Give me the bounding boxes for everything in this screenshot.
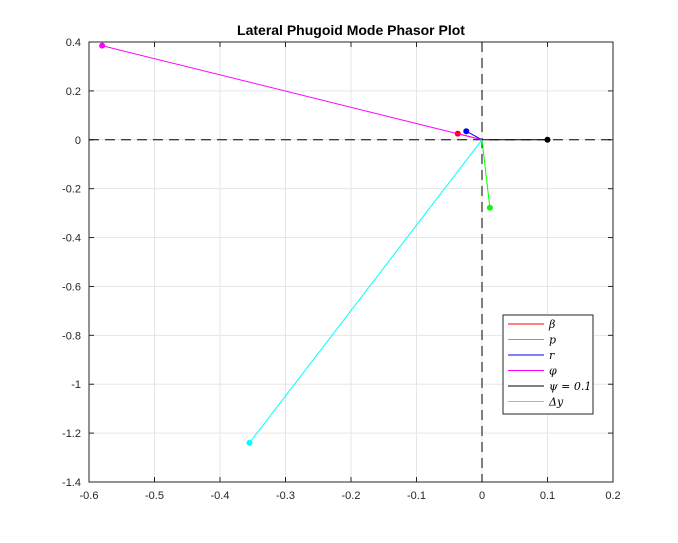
x-tick-label: -0.4 — [211, 490, 230, 502]
phasor-line — [481, 139, 491, 208]
legend-entry: r — [508, 349, 555, 362]
x-tick-label: 0 — [479, 490, 485, 502]
x-tick-label: -0.6 — [80, 490, 99, 502]
legend-entry: ψ = 0.1 — [508, 380, 591, 393]
y-tick-label: 0 — [75, 135, 81, 147]
y-tick-label: -1 — [71, 379, 81, 391]
legend-label: φ — [549, 365, 557, 378]
x-tick-label: -0.2 — [342, 490, 361, 502]
legend-label: Δy — [548, 396, 564, 409]
axes: -0.6 -0.5 -0.4 -0.3 -0.2 -0.1 0 0.1 0.2 0.4 0.2 0 -0… — [62, 37, 621, 502]
phasor-endpoint — [486, 204, 493, 211]
phasor-endpoint — [463, 128, 470, 135]
phasor-endpoint — [99, 42, 106, 49]
x-tick-label: -0.5 — [145, 490, 164, 502]
y-tick-label: -0.4 — [62, 233, 81, 245]
legend-entry: p — [508, 334, 556, 347]
legend-entry: β — [508, 318, 555, 331]
y-tick-label: -0.2 — [62, 184, 81, 196]
y-tick-label: -0.8 — [62, 330, 81, 342]
x-tick-label: 0.2 — [605, 490, 620, 502]
chart-title: Lateral Phugoid Mode Phasor Plot — [237, 22, 465, 38]
legend-box — [502, 314, 594, 415]
y-tick-label: -0.6 — [62, 281, 81, 293]
legend-entry: φ — [508, 365, 557, 378]
legend-label: ψ = 0.1 — [549, 380, 591, 393]
legend-label: r — [549, 349, 555, 362]
y-tick-label: 0.4 — [66, 37, 81, 49]
axes-box — [88, 41, 614, 483]
x-tick-label: -0.1 — [407, 490, 426, 502]
series-4 — [482, 136, 551, 143]
grid-lines — [88, 41, 614, 483]
phasor-line — [249, 139, 483, 444]
x-tick-label: 0.1 — [540, 490, 555, 502]
phasor-line — [101, 45, 483, 141]
x-tick-label: -0.3 — [276, 490, 295, 502]
y-tick-label: -1.2 — [62, 428, 81, 440]
y-tick-label: -1.4 — [62, 477, 81, 489]
series-5 — [246, 139, 483, 446]
legend-entry: Δy — [508, 396, 564, 409]
phasor-endpoint — [246, 439, 253, 446]
series-1 — [481, 139, 493, 211]
series-3 — [99, 42, 483, 141]
series-2 — [463, 128, 483, 141]
y-tick-label: 0.2 — [66, 86, 81, 98]
legend-label: β — [548, 318, 555, 331]
phasor-endpoint — [544, 136, 551, 143]
phasor-series — [99, 42, 551, 446]
legend-label: p — [549, 334, 556, 347]
